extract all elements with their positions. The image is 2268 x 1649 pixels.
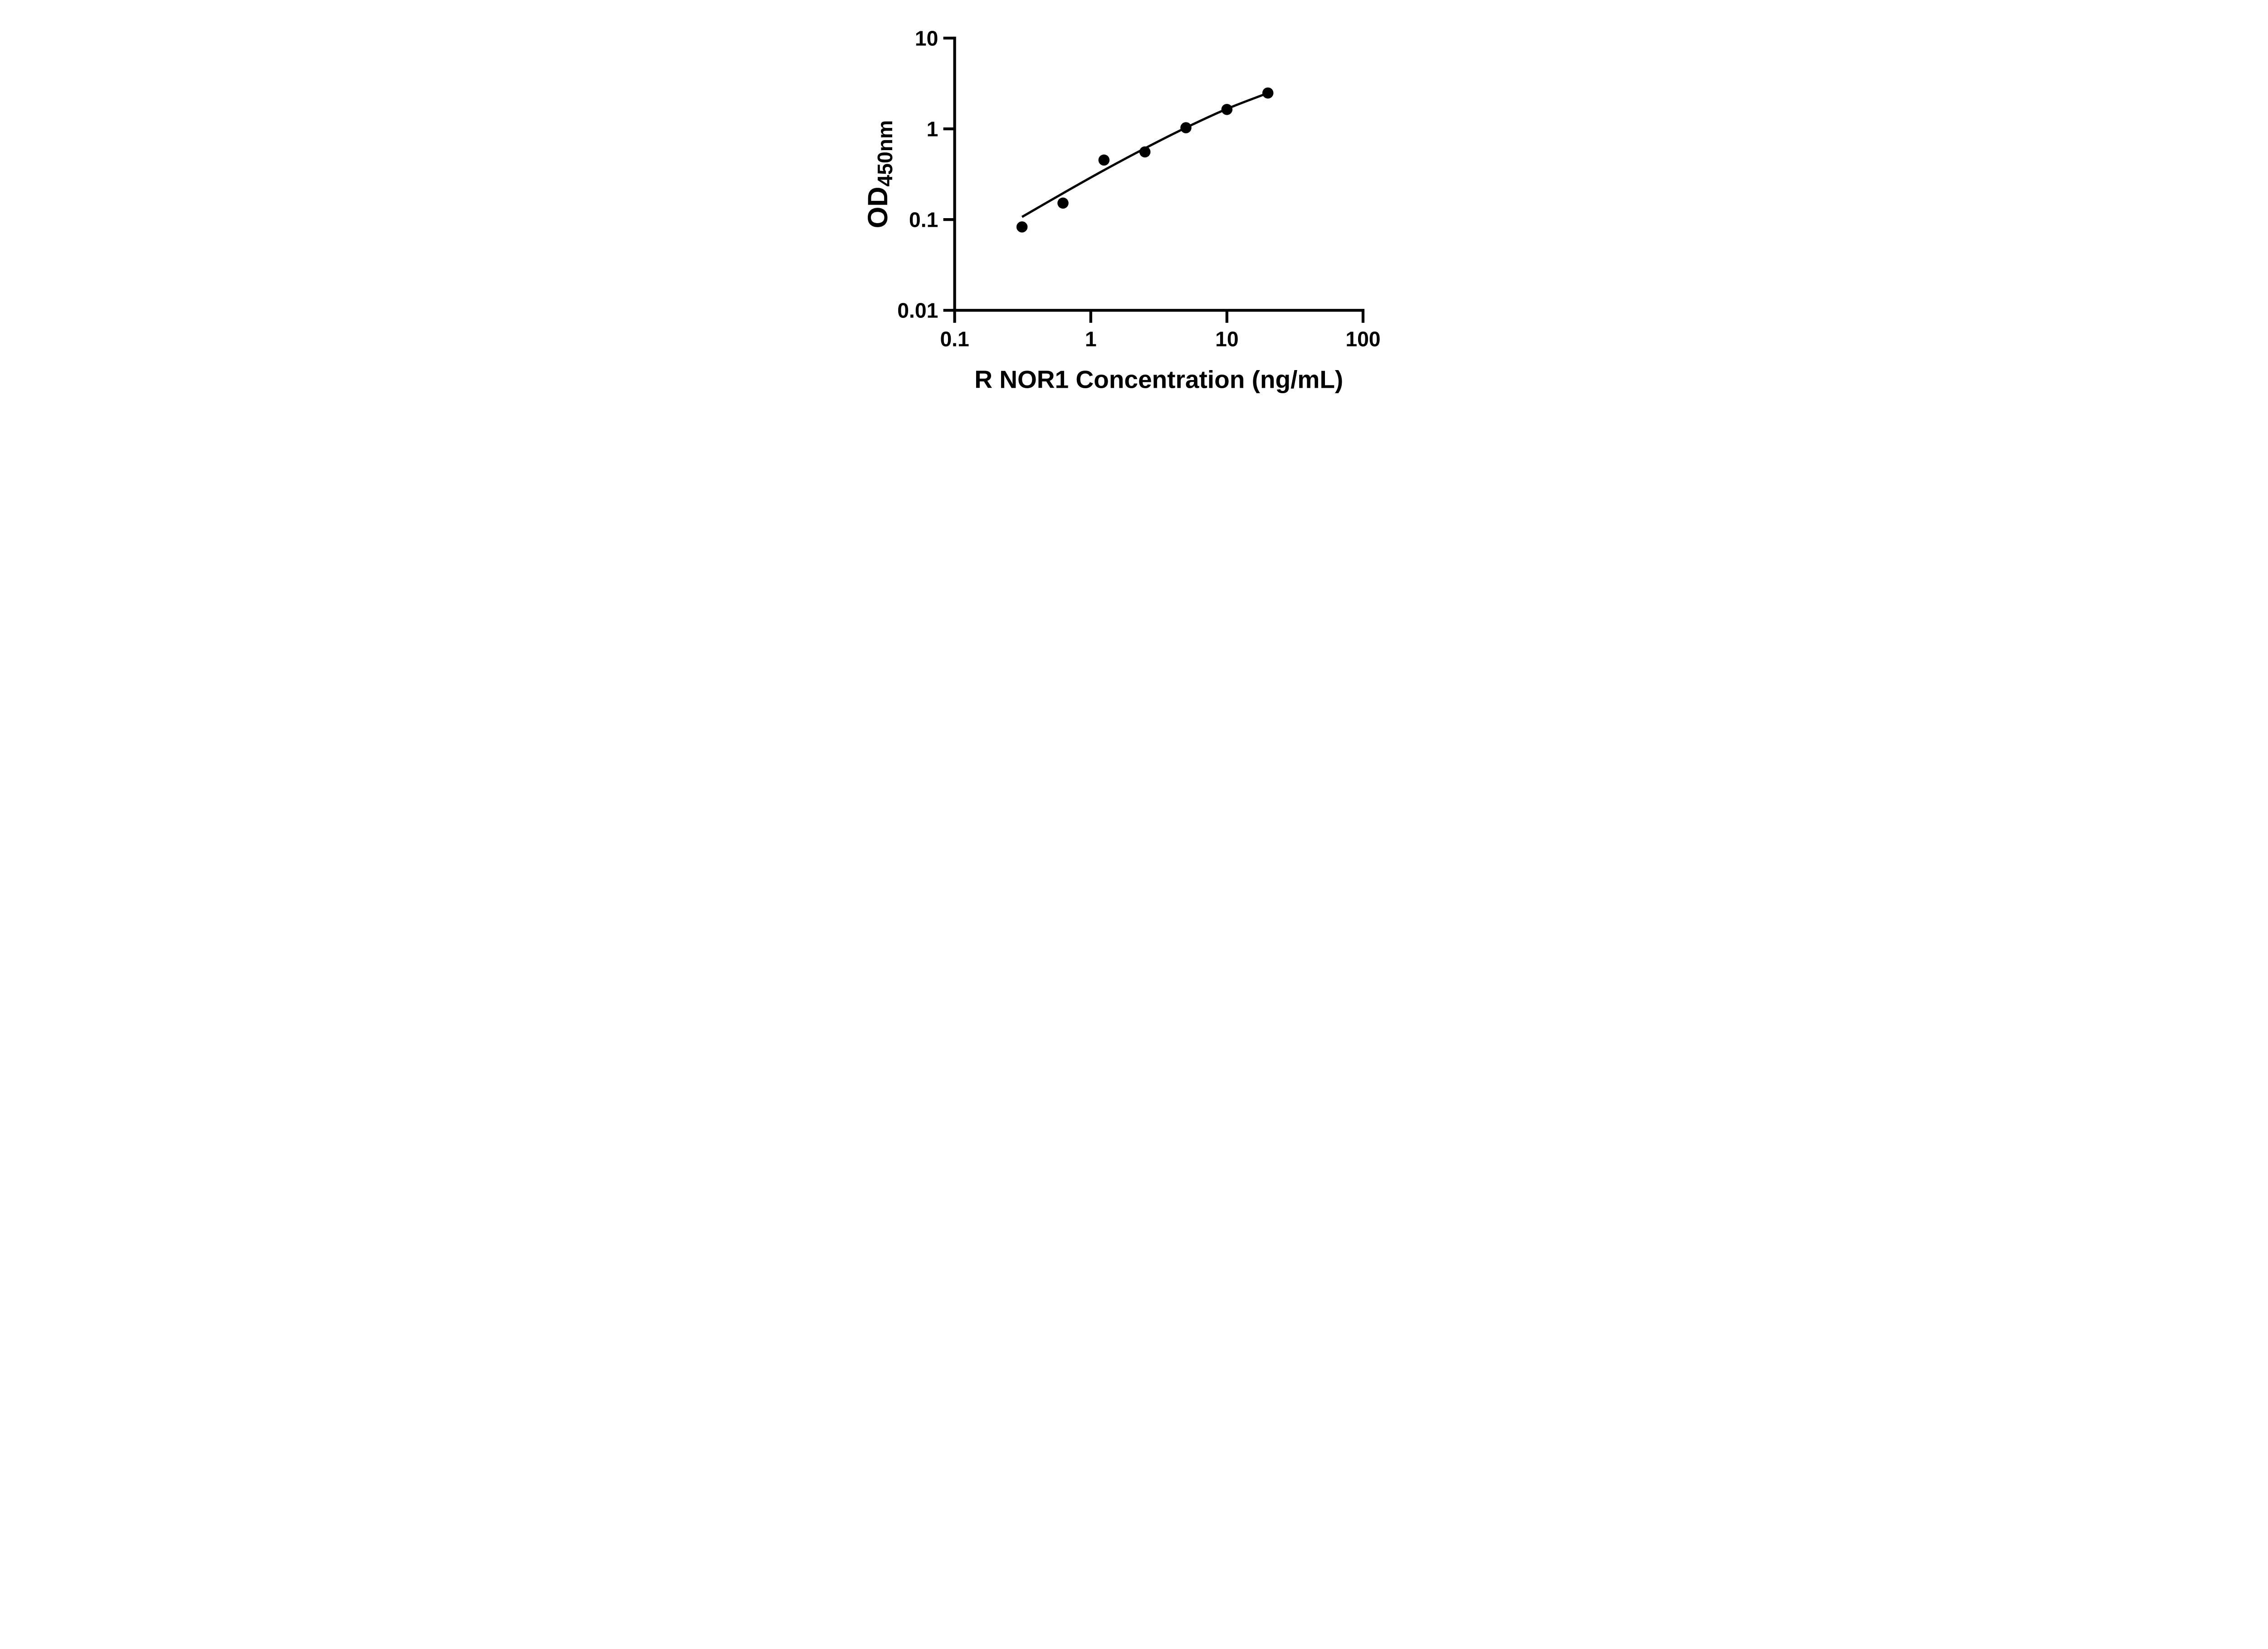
x-axis-title: R NOR1 Concentration (ng/mL) [974,365,1343,393]
data-point [1262,87,1274,99]
y-axis-title: OD450nm [862,120,897,228]
data-point [1221,104,1233,115]
y-axis-title-subscript: 450nm [873,120,897,187]
y-tick-label: 1 [927,117,938,141]
data-point [1098,154,1110,166]
y-axis-title-main: OD [862,186,893,228]
data-point [1057,197,1069,209]
x-tick-label: 100 [1345,327,1380,351]
y-tick-label: 0.1 [909,208,938,231]
standard-curve-figure: 10 1 0.1 0.01 0.1 1 10 100 R NOR1 Concentration… [842,0,1426,413]
x-tick-label: 10 [1215,327,1238,351]
x-tick-label: 0.1 [940,327,969,351]
y-tick-label: 0.01 [897,299,938,322]
data-point [1180,122,1192,133]
y-tick-label: 10 [915,26,938,50]
x-tick-label: 1 [1085,327,1097,351]
data-point [1139,146,1151,158]
data-point [1016,221,1028,233]
